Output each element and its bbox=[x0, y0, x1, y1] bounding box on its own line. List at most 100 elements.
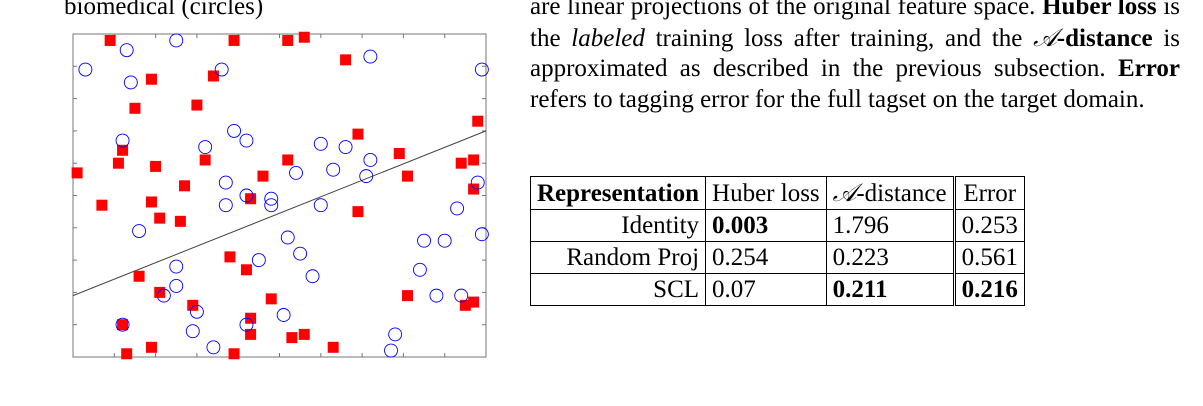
cell-error: 0.561 bbox=[952, 241, 1025, 274]
square-point bbox=[174, 215, 186, 227]
a-symbol-header: 𝒜 bbox=[832, 178, 857, 207]
square-point bbox=[117, 319, 129, 331]
square-point bbox=[402, 170, 414, 182]
circle-point bbox=[454, 288, 469, 303]
circle-point bbox=[264, 191, 279, 206]
body-paragraph: are linear projections of the original f… bbox=[530, 0, 1180, 115]
circle-point bbox=[326, 162, 341, 177]
cell-representation: SCL bbox=[529, 273, 707, 306]
circle-point bbox=[470, 175, 485, 190]
square-point bbox=[133, 270, 145, 282]
circle-point bbox=[251, 253, 266, 268]
circle-point bbox=[169, 259, 184, 274]
circle-point bbox=[384, 343, 398, 358]
separator-line bbox=[72, 130, 487, 297]
cell-adist: 1.796 bbox=[825, 209, 955, 242]
para-text-5: refers to tagging error for the full tag… bbox=[530, 85, 1145, 113]
plot-border bbox=[72, 33, 487, 358]
cell-adist: 0.223 bbox=[825, 241, 955, 274]
square-point bbox=[150, 160, 162, 172]
circle-point bbox=[313, 136, 328, 151]
circle-point bbox=[388, 327, 403, 342]
square-point bbox=[282, 154, 294, 166]
para-text-2: is the bbox=[530, 0, 1181, 52]
square-point bbox=[121, 348, 133, 360]
circle-point bbox=[429, 288, 444, 303]
square-point bbox=[468, 183, 480, 195]
square-point bbox=[282, 34, 294, 46]
header-error: Error bbox=[952, 176, 1025, 210]
square-point bbox=[455, 157, 467, 169]
square-point bbox=[402, 290, 414, 302]
table-row: Identity 0.003 1.796 0.253 bbox=[529, 209, 1025, 242]
circle-point bbox=[289, 165, 303, 180]
square-point bbox=[104, 34, 116, 46]
square-point bbox=[265, 293, 277, 305]
circle-point bbox=[198, 140, 213, 155]
square-point bbox=[340, 54, 352, 66]
circle-point bbox=[417, 233, 431, 248]
square-point bbox=[199, 154, 211, 166]
square-point bbox=[245, 193, 257, 205]
circle-point bbox=[239, 317, 254, 332]
circle-point bbox=[189, 304, 204, 319]
square-point bbox=[145, 341, 157, 353]
circle-point bbox=[437, 233, 452, 248]
huber-loss-term: Huber loss bbox=[1042, 0, 1157, 20]
cell-representation: Random Proj bbox=[529, 241, 707, 274]
cell-huber: 0.07 bbox=[705, 273, 827, 306]
header-a-distance: 𝒜-distance bbox=[825, 176, 955, 210]
scatter-plot bbox=[71, 31, 489, 360]
square-point bbox=[228, 34, 240, 46]
decision-boundary bbox=[72, 130, 487, 297]
distance-term: -distance bbox=[1056, 24, 1153, 52]
square-point bbox=[191, 99, 203, 111]
data-points bbox=[71, 31, 489, 360]
cell-huber: 0.254 bbox=[705, 241, 827, 274]
square-point bbox=[117, 144, 129, 156]
square-point bbox=[187, 299, 199, 311]
square-point bbox=[129, 102, 141, 114]
figure-caption-fragment: biomedical (circles) bbox=[64, 0, 264, 20]
circle-point bbox=[264, 198, 279, 213]
square-point bbox=[298, 31, 310, 43]
table-row: SCL 0.07 0.211 0.216 bbox=[529, 273, 1025, 306]
square-point bbox=[207, 70, 219, 82]
circle-point bbox=[119, 43, 134, 58]
circle-point bbox=[474, 227, 489, 242]
header-huber-loss: Huber loss bbox=[705, 176, 827, 210]
square-point bbox=[240, 264, 252, 276]
circle-point bbox=[156, 288, 171, 303]
square-point bbox=[96, 199, 108, 211]
square-point bbox=[393, 148, 405, 160]
circle-point bbox=[218, 198, 233, 213]
square-point bbox=[154, 212, 166, 224]
square-point bbox=[245, 312, 257, 324]
axis-ticks bbox=[73, 34, 486, 357]
circle-point bbox=[115, 317, 130, 332]
labeled-term: labeled bbox=[571, 24, 645, 52]
para-text-1: are linear projections of the original f… bbox=[530, 0, 1036, 20]
circle-point bbox=[280, 230, 295, 245]
square-point bbox=[286, 332, 298, 344]
circle-point bbox=[363, 49, 378, 64]
circle-point bbox=[239, 188, 254, 203]
para-text-3: training loss after training, and the bbox=[655, 24, 1023, 52]
table-header-row: Representation Huber loss 𝒜-distance Err… bbox=[529, 176, 1025, 210]
cell-error: 0.253 bbox=[952, 209, 1025, 242]
square-point bbox=[145, 73, 157, 85]
circle-point bbox=[474, 62, 489, 77]
square-point bbox=[245, 328, 257, 340]
para-text-4: is approximated as described in the prev… bbox=[530, 24, 1181, 83]
square-point bbox=[154, 286, 166, 298]
circle-point bbox=[363, 153, 378, 167]
square-point bbox=[71, 167, 83, 179]
cell-representation: Identity bbox=[529, 209, 707, 242]
circle-point bbox=[359, 169, 374, 184]
table-row: Random Proj 0.254 0.223 0.561 bbox=[529, 241, 1025, 274]
circle-point bbox=[227, 123, 242, 138]
square-point bbox=[459, 299, 471, 311]
circle-point bbox=[214, 62, 229, 77]
circle-point bbox=[276, 308, 291, 322]
header-a-distance-label: -distance bbox=[856, 180, 947, 207]
